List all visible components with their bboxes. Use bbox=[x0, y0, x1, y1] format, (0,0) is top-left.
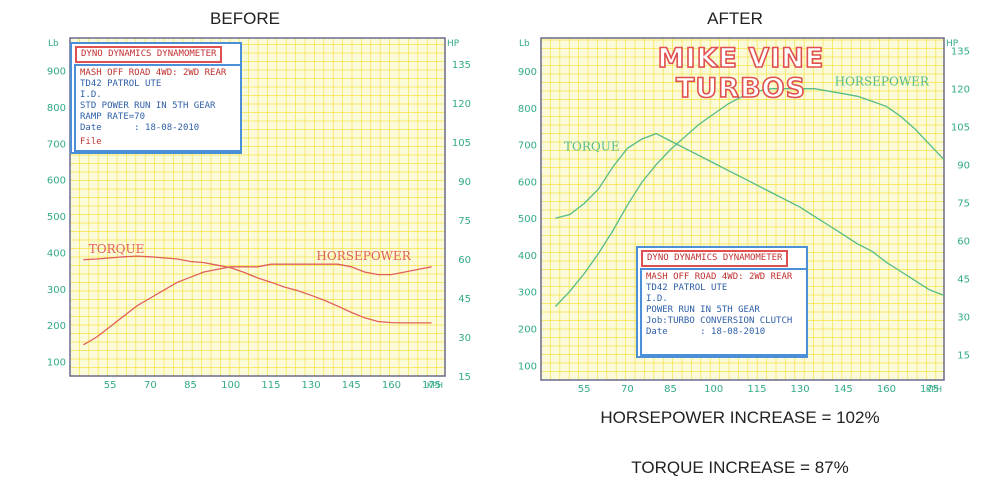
after-torque-label: TORQUE bbox=[564, 139, 620, 153]
after-torque-line bbox=[555, 132, 945, 297]
before-info-header: DYNO DYNAMICS DYNAMOMETER bbox=[75, 46, 223, 63]
before-y-right-tick-label: 75 bbox=[458, 216, 471, 227]
after-x-tick-label: 175 bbox=[920, 384, 939, 395]
before-y-right-tick-label: 90 bbox=[458, 177, 471, 188]
after-y-right-tick-label: 60 bbox=[957, 237, 970, 248]
before-frame bbox=[69, 37, 446, 377]
after-y-right-tick-label: 15 bbox=[957, 351, 970, 362]
before-y-right-axis-label: HP bbox=[447, 39, 460, 49]
before-info-line: I.D. bbox=[80, 90, 102, 100]
before-x-tick-label: 145 bbox=[342, 380, 361, 391]
after-y-right-tick-label: 75 bbox=[957, 199, 970, 210]
before-torque-line bbox=[83, 255, 432, 324]
after-info-header: DYNO DYNAMICS DYNAMOMETER bbox=[641, 250, 789, 267]
after-y-left-tick-label: 400 bbox=[518, 251, 537, 262]
after-y-right-tick-label: 105 bbox=[951, 123, 970, 134]
before-x-tick-label: 100 bbox=[221, 380, 240, 391]
before-y-left-tick-label: 600 bbox=[47, 176, 66, 187]
after-y-right-tick-label: 90 bbox=[957, 161, 970, 172]
before-x-tick-label: 70 bbox=[144, 380, 157, 391]
after-info-line: Job:TURBO CONVERSION CLUTCH bbox=[646, 316, 793, 326]
after-x-tick-label: 70 bbox=[621, 384, 634, 395]
before-x-tick-label: 130 bbox=[302, 380, 321, 391]
after-x-tick-label: 85 bbox=[664, 384, 677, 395]
after-x-tick-label: 100 bbox=[704, 384, 723, 395]
before-y-left-tick-label: 400 bbox=[47, 248, 66, 259]
before-y-right-tick-label: 135 bbox=[452, 60, 471, 71]
before-info-line: TD42 PATROL UTE bbox=[80, 79, 162, 89]
after-y-left-tick-label: 800 bbox=[518, 104, 537, 115]
after-y-left-tick-label: 700 bbox=[518, 141, 537, 152]
before-y-right-tick-label: 15 bbox=[458, 372, 471, 383]
before-y-left-tick-label: 300 bbox=[47, 285, 66, 296]
brand-logo: MIKE VINE TURBOS bbox=[657, 43, 825, 105]
after-heading: AFTER bbox=[707, 9, 763, 28]
after-info-line: POWER RUN IN 5TH GEAR bbox=[646, 305, 760, 315]
before-info-line: File bbox=[80, 137, 102, 147]
before-x-tick-label: 115 bbox=[261, 380, 280, 391]
before-y-left-tick-label: 800 bbox=[47, 103, 66, 114]
before-info-line: STD POWER RUN IN 5TH GEAR bbox=[80, 101, 216, 111]
after-info-line: Date : 18-08-2010 bbox=[646, 327, 766, 337]
after-y-left-tick-label: 900 bbox=[518, 67, 537, 78]
after-grid bbox=[540, 38, 944, 381]
before-y-left-tick-label: 900 bbox=[47, 67, 66, 78]
hp-increase-text: HORSEPOWER INCREASE = 102% bbox=[600, 408, 880, 427]
after-y-left-tick-label: 300 bbox=[518, 288, 537, 299]
after-x-tick-label: 115 bbox=[747, 384, 766, 395]
before-info-body: MASH OFF ROAD 4WD: 2WD REAR TD42 PATROL … bbox=[74, 64, 242, 152]
before-x-axis-label: KPH bbox=[427, 381, 443, 390]
before-y-right-tick-label: 120 bbox=[452, 99, 471, 110]
torque-increase-text: TORQUE INCREASE = 87% bbox=[631, 458, 849, 477]
after-y-left-tick-label: 100 bbox=[518, 361, 537, 372]
after-y-right-axis-label: HP bbox=[946, 39, 959, 49]
after-horsepower-label: HORSEPOWER bbox=[835, 75, 930, 89]
after-y-left-tick-label: 200 bbox=[518, 325, 537, 336]
before-info-line: Date : 18-08-2010 bbox=[80, 123, 200, 133]
after-y-left-tick-label: 500 bbox=[518, 214, 537, 225]
before-y-left-tick-label: 700 bbox=[47, 139, 66, 150]
after-x-tick-label: 160 bbox=[877, 384, 896, 395]
before-y-left-axis-label: Lb bbox=[48, 39, 59, 49]
after-horsepower-line bbox=[554, 88, 945, 307]
before-torque-label: TORQUE bbox=[89, 242, 145, 256]
after-y-right-tick-label: 30 bbox=[957, 313, 970, 324]
after-y-right-tick-label: 45 bbox=[957, 275, 970, 286]
after-info-line: TD42 PATROL UTE bbox=[646, 283, 728, 293]
before-y-right-tick-label: 105 bbox=[452, 138, 471, 149]
after-y-left-axis-label: Lb bbox=[519, 39, 530, 49]
before-info-line: MASH OFF ROAD 4WD: 2WD REAR bbox=[80, 68, 227, 78]
before-heading: BEFORE bbox=[210, 9, 280, 28]
before-x-tick-label: 55 bbox=[104, 380, 117, 391]
after-x-axis-label: KPH bbox=[926, 385, 942, 394]
before-info-line: RAMP RATE=70 bbox=[80, 112, 146, 122]
after-x-tick-label: 55 bbox=[578, 384, 591, 395]
before-x-tick-label: 85 bbox=[184, 380, 197, 391]
before-x-tick-label: 160 bbox=[382, 380, 401, 391]
before-horsepower-line bbox=[83, 263, 432, 346]
before-y-left-tick-label: 100 bbox=[47, 357, 66, 368]
before-y-left-tick-label: 200 bbox=[47, 321, 66, 332]
before-y-right-tick-label: 45 bbox=[458, 294, 471, 305]
after-info-line: MASH OFF ROAD 4WD: 2WD REAR bbox=[646, 272, 793, 282]
after-y-left-tick-label: 600 bbox=[518, 177, 537, 188]
after-x-tick-label: 145 bbox=[834, 384, 853, 395]
after-info-body: MASH OFF ROAD 4WD: 2WD REAR TD42 PATROL … bbox=[640, 268, 808, 356]
after-info-box: DYNO DYNAMICS DYNAMOMETER MASH OFF ROAD … bbox=[636, 246, 808, 358]
before-horsepower-label: HORSEPOWER bbox=[316, 249, 411, 263]
after-x-tick-label: 130 bbox=[791, 384, 810, 395]
after-frame bbox=[540, 37, 945, 381]
after-y-right-tick-label: 120 bbox=[951, 85, 970, 96]
before-y-right-tick-label: 60 bbox=[458, 255, 471, 266]
before-info-box: DYNO DYNAMICS DYNAMOMETER MASH OFF ROAD … bbox=[70, 42, 242, 154]
after-info-line: I.D. bbox=[646, 294, 668, 304]
before-x-tick-label: 175 bbox=[422, 380, 441, 391]
before-y-right-tick-label: 30 bbox=[458, 333, 471, 344]
after-y-right-tick-label: 135 bbox=[951, 47, 970, 58]
before-y-left-tick-label: 500 bbox=[47, 212, 66, 223]
